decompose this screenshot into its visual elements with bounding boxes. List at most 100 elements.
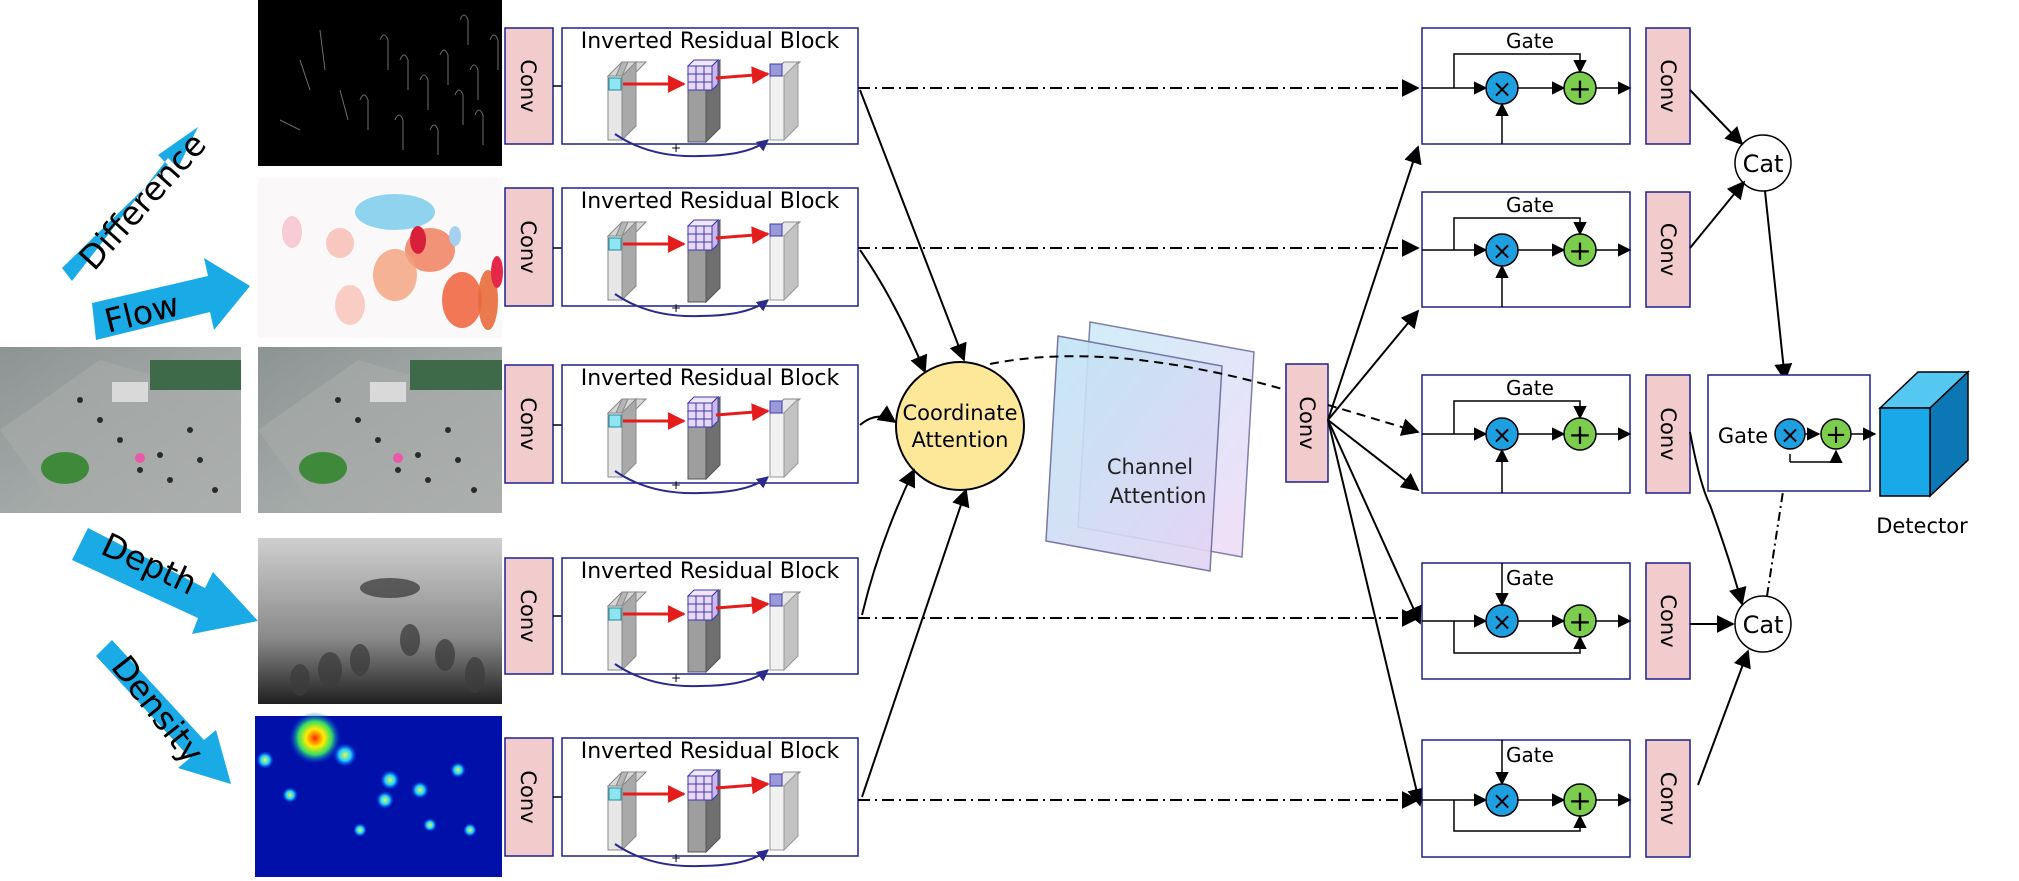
- residual-plus: +: [671, 141, 681, 155]
- center-conv: Conv: [1285, 363, 1329, 483]
- inverted-residual-block-label: Inverted Residual Block: [581, 189, 840, 214]
- detector-label: Detector: [1876, 514, 1968, 538]
- residual-plus: +: [671, 851, 681, 865]
- multiply-icon: [1485, 233, 1519, 267]
- gate-conv-label: Conv: [1656, 594, 1680, 647]
- gate-label: Gate: [1506, 29, 1554, 53]
- multiply-icon: [1485, 417, 1519, 451]
- add-symbol: +: [1568, 72, 1591, 105]
- branch-5: Conv Inverted Residual Block +: [504, 737, 859, 868]
- branch-2: Conv Inverted Residual Block +: [504, 187, 859, 318]
- multiply-icon: [1485, 783, 1519, 817]
- depthwise-cube-icon: [686, 588, 720, 622]
- add-symbol: +: [1568, 234, 1591, 267]
- add-icon: [1563, 417, 1597, 451]
- difference-label: Difference: [71, 125, 214, 278]
- gate-block-2: Gate × + Conv: [1421, 191, 1691, 308]
- ca-input-arrows: [859, 89, 970, 798]
- depthwise-cube-icon: [686, 218, 720, 252]
- inverted-residual-block-label: Inverted Residual Block: [581, 739, 840, 764]
- final-gate-label: Gate: [1718, 424, 1768, 448]
- cat-arrows: [1689, 89, 1793, 786]
- branch-4: Conv Inverted Residual Block +: [504, 557, 859, 688]
- output-feature-slab: [769, 235, 785, 301]
- cat-top: Cat: [1734, 134, 1792, 192]
- input-arrow-depth: Depth: [72, 525, 258, 634]
- branch-conv-label: Conv: [516, 397, 540, 450]
- multiply-symbol: ×: [1492, 75, 1512, 103]
- branch-conv-label: Conv: [516, 589, 540, 642]
- add-symbol: +: [1568, 418, 1591, 451]
- output-feature-slab: [769, 785, 785, 851]
- flow-label: Flow: [101, 285, 184, 341]
- multiply-symbol: ×: [1492, 237, 1512, 265]
- center-conv-label: Conv: [1295, 396, 1319, 449]
- channel-attention: Channel Attention: [1045, 321, 1255, 572]
- branch-conv: [504, 187, 554, 307]
- final-multiply-symbol: ×: [1780, 421, 1800, 449]
- multiply-icon: [1485, 71, 1519, 105]
- branch-conv: [504, 737, 554, 857]
- output-feature-slab: [769, 412, 785, 478]
- rgb-scene-image-right: [258, 347, 502, 513]
- cat-bottom: Cat: [1734, 595, 1792, 653]
- branch-conv-label: Conv: [516, 220, 540, 273]
- cat-bottom-label: Cat: [1743, 611, 1784, 639]
- flow-image: [258, 178, 503, 338]
- final-add-symbol: +: [1825, 420, 1847, 450]
- gate-block-4: Gate × + Conv: [1421, 562, 1691, 680]
- depthwise-cube-icon: [686, 768, 720, 802]
- branch-conv: [504, 27, 554, 145]
- multiply-symbol: ×: [1492, 608, 1512, 636]
- gate-conv: [1645, 562, 1691, 680]
- multiply-icon: [1485, 604, 1519, 638]
- gate-label: Gate: [1506, 566, 1554, 590]
- gate-block-1: Gate × + Conv: [1421, 27, 1691, 145]
- input-arrow-flow: Flow: [92, 258, 250, 341]
- gate-conv-label: Conv: [1656, 59, 1680, 112]
- branch-conv: [504, 557, 554, 675]
- gate-conv-label: Conv: [1656, 407, 1680, 460]
- gates: Gate × + Conv Gate × + Conv Gate × + Conv Gate × + Conv…: [1421, 27, 1691, 858]
- branches: Conv Inverted Residual Block + Conv Inverted…: [504, 27, 1420, 868]
- gate-conv: [1645, 739, 1691, 858]
- add-symbol: +: [1568, 605, 1591, 638]
- channel-attention-line1: Channel: [1107, 455, 1193, 479]
- add-icon: [1563, 71, 1597, 105]
- input-arrow-density: Density: [96, 640, 231, 784]
- difference-image: [258, 0, 502, 166]
- input-arrow-difference: Difference: [62, 125, 214, 281]
- rgb-scene-image-left: [0, 347, 241, 513]
- inverted-residual-block-label: Inverted Residual Block: [581, 366, 840, 391]
- branch-3: Conv Inverted Residual Block +: [504, 364, 859, 495]
- gate-block-3: Gate × + Conv: [1421, 374, 1691, 494]
- branch-1: Conv Inverted Residual Block +: [504, 27, 859, 158]
- output-feature-slab: [769, 605, 785, 671]
- coordinate-attention-line1: Coordinate: [902, 401, 1017, 425]
- channel-attention-line2: Attention: [1110, 484, 1207, 508]
- residual-plus: +: [671, 301, 681, 315]
- branch-conv-label: Conv: [516, 770, 540, 823]
- coordinate-attention-line2: Attention: [912, 428, 1009, 452]
- detector: Detector: [1876, 370, 1970, 538]
- output-feature-slab: [769, 75, 785, 141]
- inverted-residual-block-label: Inverted Residual Block: [581, 559, 840, 584]
- depth-image: [258, 538, 502, 704]
- cat-top-label: Cat: [1743, 150, 1784, 178]
- branch-conv-label: Conv: [516, 59, 540, 112]
- ca-to-conv-dashed: [989, 355, 1287, 391]
- gate-conv: [1645, 374, 1691, 494]
- final-gate: Gate × +: [1707, 374, 1877, 492]
- gate-conv-label: Conv: [1656, 223, 1680, 276]
- add-icon: [1563, 783, 1597, 817]
- density-label: Density: [104, 648, 212, 771]
- inverted-residual-block-label: Inverted Residual Block: [581, 29, 840, 54]
- multiply-symbol: ×: [1492, 421, 1512, 449]
- gate-conv: [1645, 27, 1691, 145]
- residual-plus: +: [671, 478, 681, 492]
- depthwise-cube-icon: [686, 395, 720, 429]
- branch-conv: [504, 364, 554, 484]
- gate-conv-label: Conv: [1656, 772, 1680, 825]
